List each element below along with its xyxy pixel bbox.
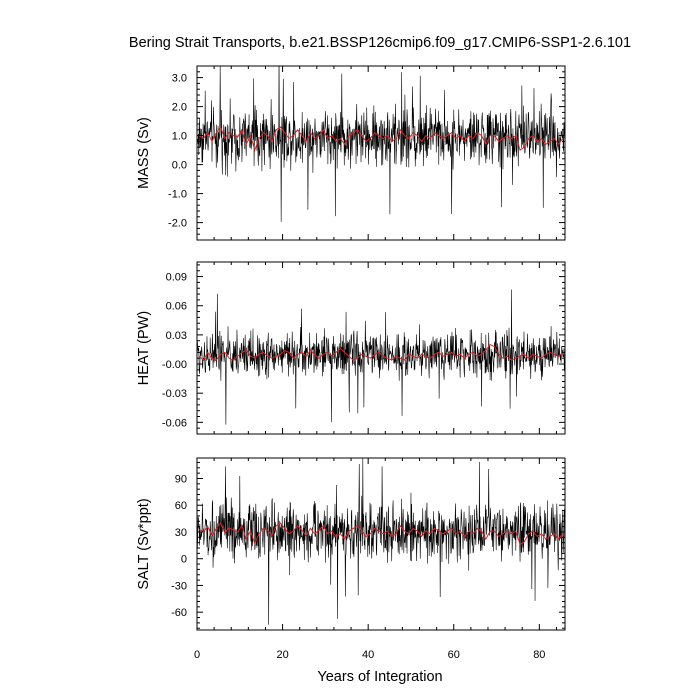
monthly-series-line	[197, 458, 565, 625]
smoothed-series-line	[198, 522, 564, 546]
monthly-series-line	[197, 66, 565, 222]
y-axis-label: SALT (Sv*ppt)	[136, 498, 152, 589]
y-tick-label: -0.03	[162, 388, 187, 400]
x-tick-labels: 0 20 40 60 80	[194, 649, 546, 661]
y-tick-label: 0.0	[172, 160, 187, 172]
y-tick-label: -0.06	[162, 417, 187, 429]
smoothed-series-line	[198, 125, 564, 152]
y-tick-label: 0	[181, 554, 187, 566]
plot-frame	[196, 261, 566, 435]
y-tick-label: -1.0	[168, 189, 187, 201]
x-tick-label: 60	[448, 649, 460, 661]
y-tick-label: 0.09	[166, 272, 187, 284]
smoothed-series-line	[198, 343, 564, 361]
y-tick-label: -60	[171, 607, 187, 619]
y-tick-label: -0.00	[162, 359, 187, 371]
plot-frame	[196, 457, 566, 631]
y-tick-label: 3.0	[172, 73, 187, 85]
chart-title: Bering Strait Transports, b.e21.BSSP126c…	[129, 35, 631, 51]
y-tick-label: 60	[175, 500, 187, 512]
x-tick-label: 80	[533, 649, 545, 661]
panel-1: -2.0 -1.0 0.0 1.0 2.0 3.0 MASS (Sv)	[136, 65, 566, 241]
y-tick-label: 30	[175, 527, 187, 539]
x-axis-label: Years of Integration	[317, 669, 442, 685]
y-tick-label: 1.0	[172, 131, 187, 143]
x-tick-label: 20	[276, 649, 288, 661]
y-tick-label: -30	[171, 580, 187, 592]
y-axis-label: HEAT (PW)	[136, 311, 152, 385]
panel-3: -60 -30 0 30 60 90 SALT (Sv*ppt)	[136, 457, 566, 631]
y-tick-label: 90	[175, 473, 187, 485]
x-tick-label: 0	[194, 649, 200, 661]
y-tick-label: 2.0	[172, 102, 187, 114]
panel-2: -0.06 -0.03 -0.00 0.03 0.06 0.09 HEAT (PW)	[136, 261, 566, 435]
x-tick-label: 40	[362, 649, 374, 661]
y-tick-label: 0.06	[166, 301, 187, 313]
y-axis-label: MASS (Sv)	[136, 117, 152, 189]
y-tick-label: 0.03	[166, 330, 187, 342]
y-tick-label: -2.0	[168, 218, 187, 230]
